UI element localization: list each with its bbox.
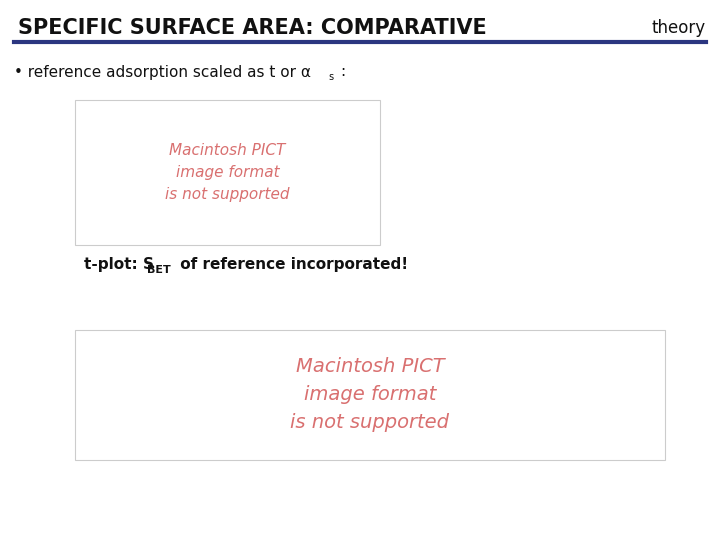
Text: BET: BET [147,265,171,275]
Text: s: s [328,72,333,82]
Text: Macintosh PICT
image format
is not supported: Macintosh PICT image format is not suppo… [290,357,449,433]
Bar [75,330,665,460]
Text: t-plot: S: t-plot: S [84,258,154,273]
Bar [75,100,380,245]
Text: Macintosh PICT
image format
is not supported: Macintosh PICT image format is not suppo… [166,143,289,202]
Text: • reference adsorption scaled as t or α: • reference adsorption scaled as t or α [14,64,311,79]
Text: :: : [340,64,345,79]
Text: of reference incorporated!: of reference incorporated! [175,258,408,273]
Text: SPECIFIC SURFACE AREA: COMPARATIVE: SPECIFIC SURFACE AREA: COMPARATIVE [18,18,487,38]
Text: theory: theory [652,19,706,37]
